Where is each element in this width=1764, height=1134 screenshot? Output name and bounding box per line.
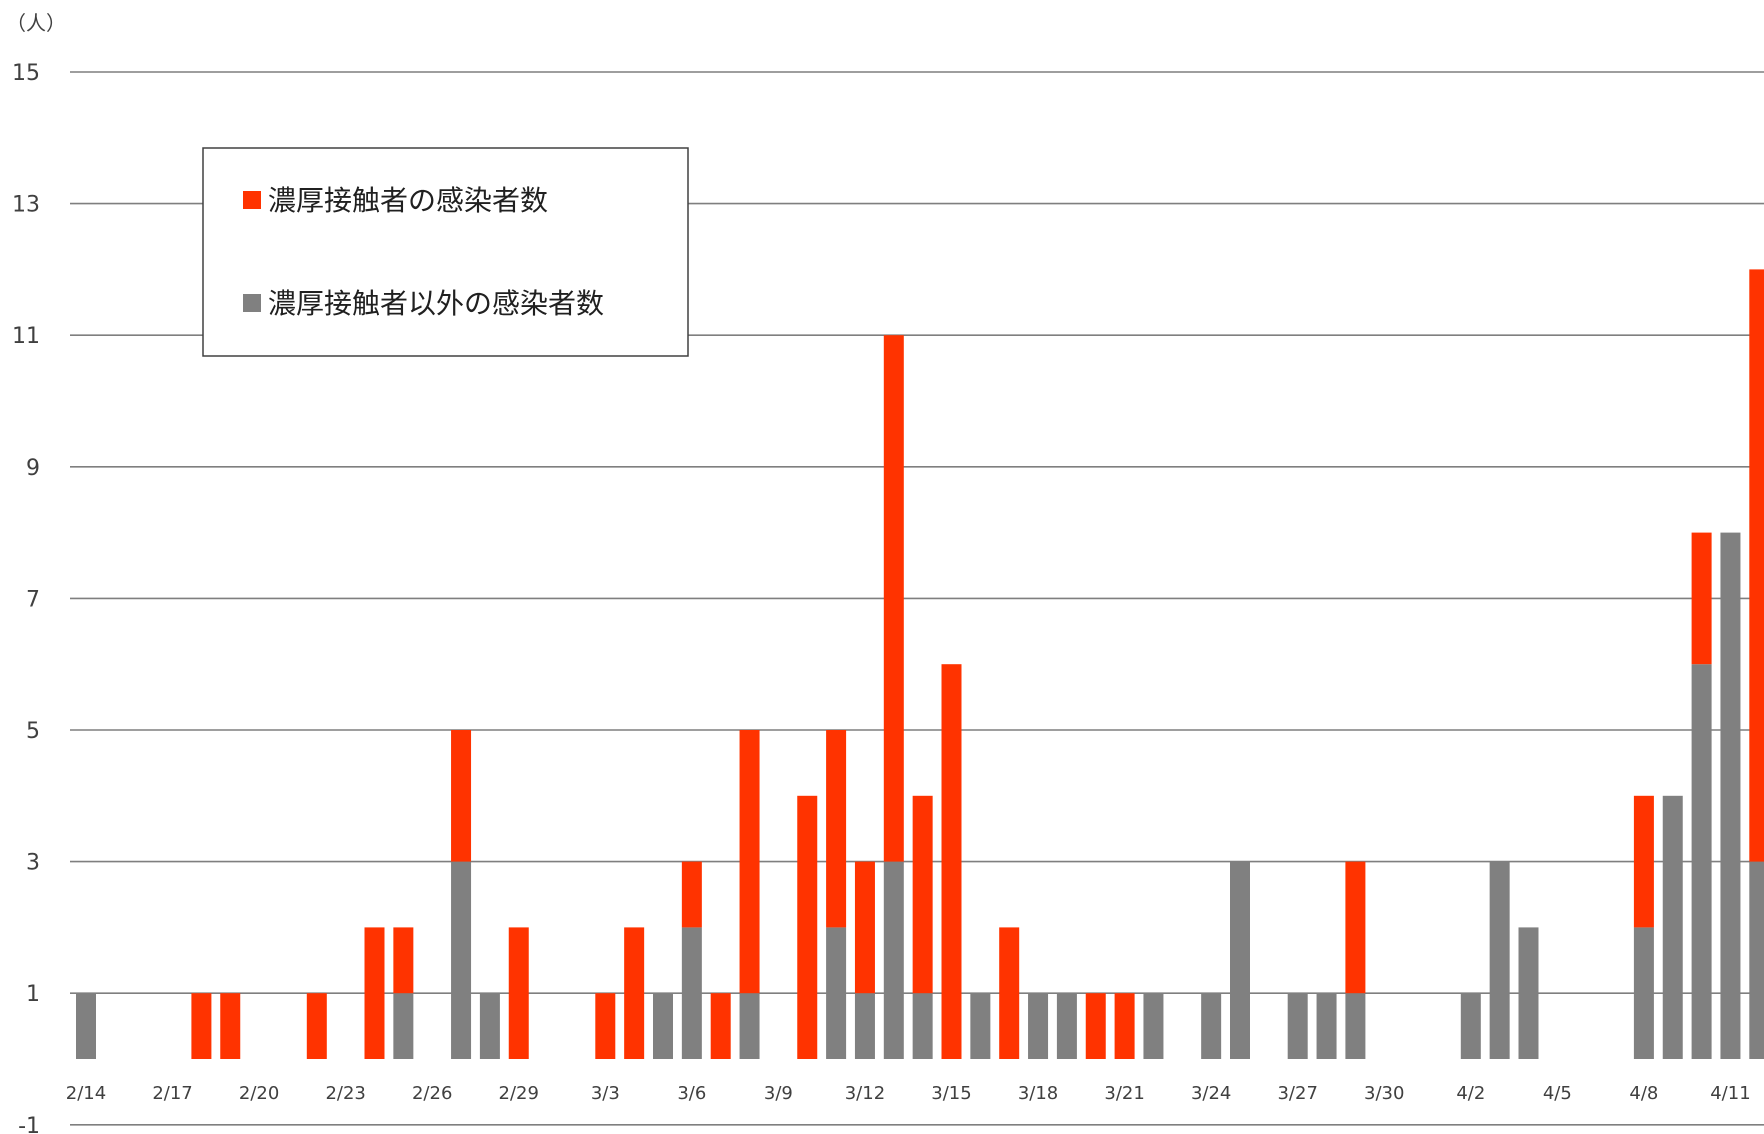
legend-swatch-close-contact [243,191,261,209]
bar-segment-non-close-contact [681,927,702,1059]
bar-segment-close-contact [1633,795,1654,928]
bar-segment-non-close-contact [1287,993,1308,1059]
bar-segment-close-contact [739,730,760,994]
legend-swatch-non-close-contact [243,294,261,312]
x-tick-label: 2/14 [66,1083,106,1104]
legend: 濃厚接触者の感染者数 濃厚接触者以外の感染者数 [202,147,689,357]
bar-segment-non-close-contact [1633,927,1654,1059]
bar-segment-non-close-contact [1056,993,1077,1059]
bar-segment-non-close-contact [1201,993,1222,1059]
x-tick-label: 3/9 [764,1083,793,1104]
x-tick-label: 4/5 [1543,1083,1572,1104]
x-tick-label: 3/6 [677,1083,706,1104]
bar-segment-non-close-contact [1028,993,1049,1059]
bar-segment-close-contact [797,795,818,1059]
y-tick-label: 7 [26,587,40,612]
bar-segment-non-close-contact [1691,664,1712,1059]
x-tick-label: 3/27 [1277,1083,1317,1104]
bar-segment-close-contact [306,993,327,1059]
y-tick-label: 11 [12,324,40,349]
y-tick-label: 5 [26,719,40,744]
bars [76,269,1764,1059]
bar-segment-non-close-contact [739,993,760,1059]
bar-segment-close-contact [710,993,731,1059]
y-tick-label: 13 [12,193,40,218]
y-tick-label: 15 [12,61,40,86]
bar-segment-close-contact [364,927,385,1059]
bar-segment-non-close-contact [1662,795,1683,1059]
bar-segment-non-close-contact [826,927,847,1059]
x-tick-label: 2/23 [325,1083,365,1104]
bar-segment-non-close-contact [1749,861,1764,1059]
x-tick-label: 3/18 [1018,1083,1058,1104]
x-axis-tick-labels: 2/14 2/17 2/20 2/23 2/26 2/29 3/3 3/6 3/9 3/12 3/1… [66,1083,1751,1104]
legend-box [202,147,689,357]
x-tick-label: 3/24 [1191,1083,1231,1104]
bar-segment-non-close-contact [1316,993,1337,1059]
bar-segment-close-contact [854,861,875,994]
bar-segment-non-close-contact [653,993,673,1059]
y-tick-label: 3 [26,851,40,876]
bar-segment-close-contact [826,730,847,928]
y-tick-label: 9 [26,456,40,481]
legend-label-close-contact: 濃厚接触者の感染者数 [268,184,548,217]
bar-segment-close-contact [1691,532,1712,665]
bar-segment-non-close-contact [1460,993,1481,1059]
bar-segment-close-contact [1345,861,1366,994]
bar-segment-non-close-contact [854,993,875,1059]
x-tick-label: 2/26 [412,1083,452,1104]
bar-segment-non-close-contact [970,993,991,1059]
x-tick-label: 2/20 [239,1083,279,1104]
x-tick-label: 3/30 [1364,1083,1404,1104]
bar-segment-non-close-contact [1518,927,1539,1059]
bar-segment-close-contact [393,927,414,994]
bar-segment-non-close-contact [883,861,904,1059]
y-tick-label: 1 [26,982,40,1007]
bar-segment-non-close-contact [76,993,96,1059]
bar-segment-close-contact [999,927,1020,1059]
bar-segment-close-contact [508,927,529,1059]
bar-segment-close-contact [191,993,212,1059]
x-tick-label: 3/21 [1104,1083,1144,1104]
bar-segment-close-contact [220,993,241,1059]
bar-segment-close-contact [1749,269,1764,862]
bar-segment-close-contact [941,664,962,1059]
bar-segment-close-contact [451,730,472,862]
bar-segment-close-contact [912,795,933,994]
y-tick-label: -1 [18,1114,40,1134]
x-tick-label: 2/29 [499,1083,539,1104]
bar-segment-non-close-contact [1489,861,1510,1059]
legend-label-non-close-contact: 濃厚接触者以外の感染者数 [268,287,604,320]
x-tick-label: 3/12 [845,1083,885,1104]
bar-segment-non-close-contact [393,993,414,1059]
bar-segment-close-contact [1114,993,1135,1059]
x-tick-label: 4/2 [1456,1083,1485,1104]
bar-segment-close-contact [883,335,904,862]
bar-segment-non-close-contact [912,993,933,1059]
bar-segment-close-contact [624,927,645,1059]
x-tick-label: 4/11 [1710,1083,1750,1104]
bar-segment-close-contact [681,861,702,928]
x-tick-label: 3/15 [931,1083,971,1104]
y-axis-unit-label: （人） [6,11,66,35]
x-tick-label: 2/17 [152,1083,192,1104]
bar-segment-non-close-contact [1345,993,1366,1059]
bar-segment-close-contact [1085,993,1106,1059]
bar-segment-non-close-contact [479,993,500,1059]
bar-segment-non-close-contact [1230,861,1250,1059]
bar-segment-non-close-contact [1720,532,1741,1059]
x-tick-label: 3/3 [591,1083,620,1104]
bar-segment-non-close-contact [451,861,472,1059]
bar-segment-non-close-contact [1143,993,1164,1059]
x-tick-label: 4/8 [1629,1083,1658,1104]
bar-segment-close-contact [595,993,616,1059]
